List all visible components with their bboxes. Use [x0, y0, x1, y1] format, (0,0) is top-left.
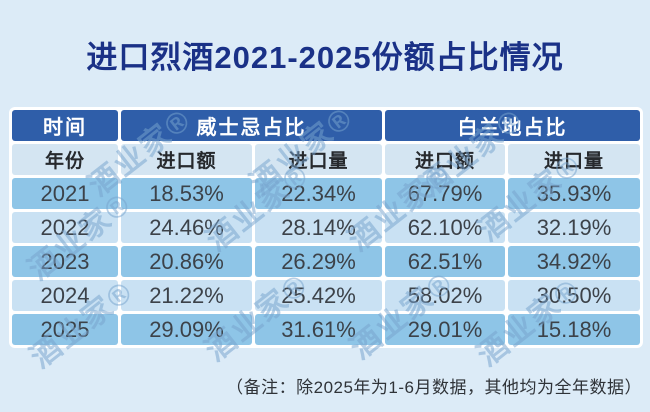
value-cell: 58.02% [385, 280, 505, 311]
group-header-row: 时间 威士忌占比 白兰地占比 [12, 110, 640, 141]
value-cell: 29.09% [121, 314, 252, 345]
value-cell: 35.93% [508, 178, 640, 209]
year-cell: 2022 [12, 212, 118, 243]
value-cell: 22.34% [255, 178, 382, 209]
group-header-brandy: 白兰地占比 [385, 110, 640, 141]
value-cell: 30.50% [508, 280, 640, 311]
year-cell: 2025 [12, 314, 118, 345]
page-title: 进口烈酒2021-2025份额占比情况 [86, 40, 564, 75]
table-row-2025: 2025 29.09% 31.61% 29.01% 15.18% [12, 314, 640, 345]
year-cell: 2024 [12, 280, 118, 311]
value-cell: 18.53% [121, 178, 252, 209]
value-cell: 24.46% [121, 212, 252, 243]
value-cell: 28.14% [255, 212, 382, 243]
table-row-2023: 2023 20.86% 26.29% 62.51% 34.92% [12, 246, 640, 277]
value-cell: 62.51% [385, 246, 505, 277]
sub-header-row: 年份 进口额 进口量 进口额 进口量 [12, 144, 640, 175]
sub-header-year: 年份 [12, 144, 118, 175]
value-cell: 25.42% [255, 280, 382, 311]
share-table: 时间 威士忌占比 白兰地占比 年份 进口额 进口量 进口额 进口量 2021 1… [9, 107, 643, 348]
year-cell: 2023 [12, 246, 118, 277]
value-cell: 15.18% [508, 314, 640, 345]
value-cell: 20.86% [121, 246, 252, 277]
value-cell: 29.01% [385, 314, 505, 345]
value-cell: 31.61% [255, 314, 382, 345]
value-cell: 26.29% [255, 246, 382, 277]
table-row-2024: 2024 21.22% 25.42% 58.02% 30.50% [12, 280, 640, 311]
value-cell: 67.79% [385, 178, 505, 209]
group-header-time: 时间 [12, 110, 118, 141]
value-cell: 32.19% [508, 212, 640, 243]
sub-header-brandy-volume: 进口量 [508, 144, 640, 175]
value-cell: 62.10% [385, 212, 505, 243]
year-cell: 2021 [12, 178, 118, 209]
sub-header-whisky-volume: 进口量 [255, 144, 382, 175]
sub-header-whisky-amount: 进口额 [121, 144, 252, 175]
group-header-whisky: 威士忌占比 [121, 110, 382, 141]
table-row-2021: 2021 18.53% 22.34% 67.79% 35.93% [12, 178, 640, 209]
table-row-2022: 2022 24.46% 28.14% 62.10% 32.19% [12, 212, 640, 243]
value-cell: 34.92% [508, 246, 640, 277]
footnote: （备注：除2025年为1-6月数据，其他均为全年数据） [226, 378, 642, 397]
sub-header-brandy-amount: 进口额 [385, 144, 505, 175]
share-table-container: 时间 威士忌占比 白兰地占比 年份 进口额 进口量 进口额 进口量 2021 1… [9, 107, 643, 348]
value-cell: 21.22% [121, 280, 252, 311]
